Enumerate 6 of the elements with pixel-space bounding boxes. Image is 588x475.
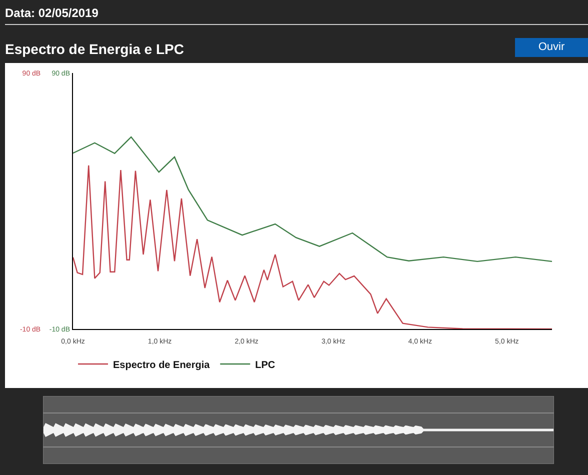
text: Data: 02/05/2019	[5, 6, 98, 20]
chart-title: Espectro de Energia e LPC	[5, 41, 184, 57]
line-series	[73, 136, 552, 262]
legend-label: LPC	[255, 360, 276, 371]
legend-label: Espectro de Energia	[113, 360, 210, 371]
text: Ouvir	[515, 38, 588, 57]
